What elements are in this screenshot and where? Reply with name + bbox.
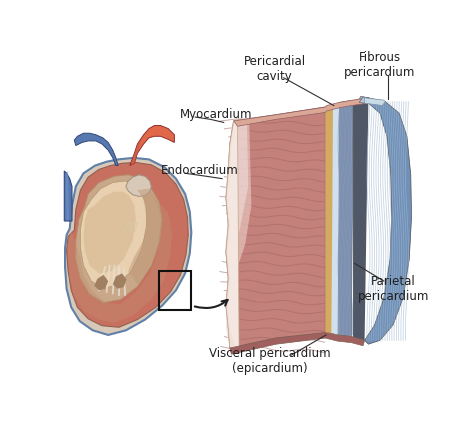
Polygon shape bbox=[365, 98, 411, 344]
Polygon shape bbox=[81, 181, 146, 289]
Polygon shape bbox=[76, 175, 162, 303]
Polygon shape bbox=[228, 121, 238, 348]
Polygon shape bbox=[230, 333, 365, 354]
Polygon shape bbox=[65, 158, 191, 335]
Polygon shape bbox=[126, 175, 151, 197]
Polygon shape bbox=[74, 133, 118, 166]
Polygon shape bbox=[66, 163, 188, 327]
Text: Myocardium: Myocardium bbox=[180, 108, 252, 121]
Polygon shape bbox=[234, 120, 248, 283]
Polygon shape bbox=[359, 97, 368, 103]
Text: Parietal
pericardium: Parietal pericardium bbox=[357, 275, 429, 303]
Text: Endocardium: Endocardium bbox=[161, 164, 238, 178]
Polygon shape bbox=[68, 194, 172, 322]
Polygon shape bbox=[66, 171, 69, 221]
Polygon shape bbox=[234, 98, 368, 126]
Text: Visceral pericardium
(epicardium): Visceral pericardium (epicardium) bbox=[209, 347, 331, 375]
Polygon shape bbox=[325, 104, 333, 333]
Polygon shape bbox=[128, 189, 162, 284]
Polygon shape bbox=[226, 107, 325, 348]
Polygon shape bbox=[337, 100, 353, 337]
Polygon shape bbox=[225, 118, 251, 348]
Polygon shape bbox=[353, 98, 368, 341]
Polygon shape bbox=[83, 192, 136, 273]
Polygon shape bbox=[130, 126, 174, 166]
Polygon shape bbox=[131, 138, 142, 166]
Polygon shape bbox=[226, 120, 239, 348]
Polygon shape bbox=[113, 273, 127, 289]
Polygon shape bbox=[331, 102, 339, 335]
Polygon shape bbox=[94, 275, 108, 290]
Polygon shape bbox=[359, 96, 368, 103]
Polygon shape bbox=[365, 98, 385, 105]
Bar bbox=[159, 271, 191, 310]
Polygon shape bbox=[64, 171, 72, 221]
Text: Pericardial
cavity: Pericardial cavity bbox=[244, 55, 306, 83]
Text: Fibrous
pericardium: Fibrous pericardium bbox=[344, 52, 416, 80]
